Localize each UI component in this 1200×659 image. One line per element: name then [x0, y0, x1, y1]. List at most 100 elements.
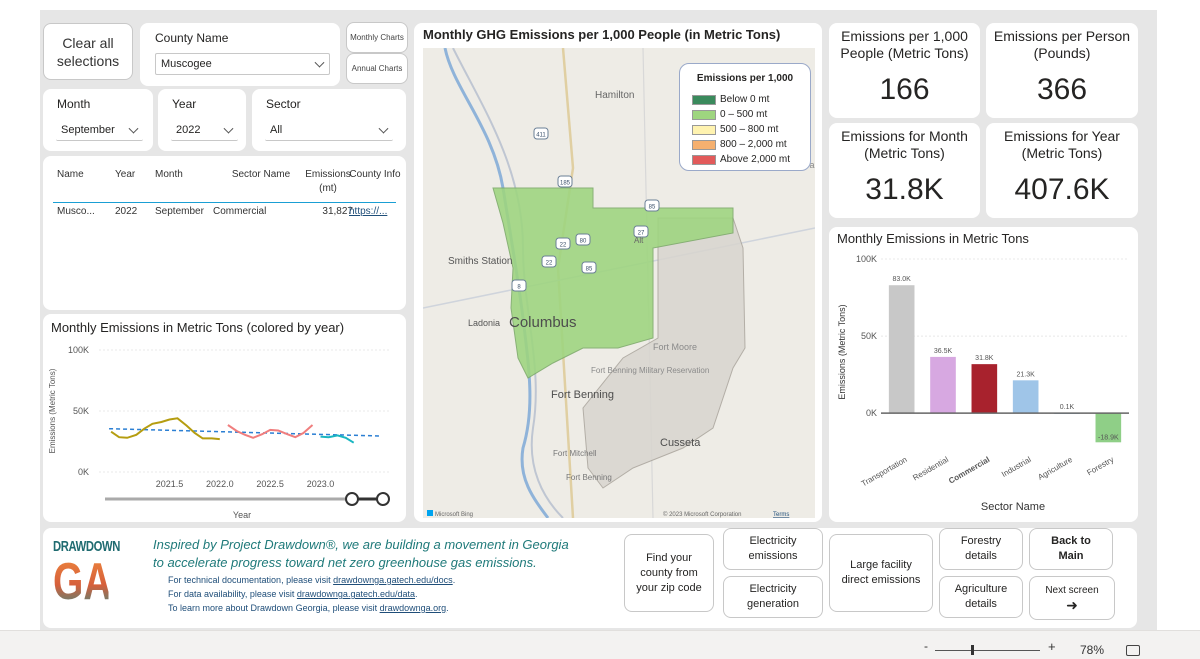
legend-swatch [692, 110, 716, 120]
place-label: Fort Benning Military Reservation [591, 366, 709, 375]
year-slicer: Year 2022 [158, 89, 246, 151]
table-row[interactable]: Musco... 2022 September Commercial 31,827 htt… [43, 206, 406, 222]
electricity-emissions-button[interactable]: Electricity emissions [723, 528, 823, 570]
column-header[interactable]: Year [115, 169, 136, 180]
shield-number: 8 [517, 285, 521, 291]
kpi-per-1000: Emissions per 1,000 People (Metric Tons)… [829, 23, 980, 118]
kpi-per-1000-value: 166 [879, 73, 930, 106]
zoom-slider-thumb[interactable] [971, 645, 974, 655]
zoom-slider[interactable] [935, 645, 1040, 655]
legend-label: 0 – 500 mt [720, 109, 768, 120]
kpi-per-1000-title: Emissions per 1,000 People (Metric Tons) [840, 28, 969, 61]
shield-shape [555, 237, 571, 250]
column-header[interactable]: Name [57, 169, 84, 180]
legend-item: 800 – 2,000 mt [692, 139, 812, 152]
shield-number: 85 [586, 267, 593, 273]
footer-panel: DRAWDOWN GA Inspired by Project Drawdown… [43, 528, 1137, 628]
shield-shape [575, 233, 591, 246]
bar[interactable] [930, 356, 956, 414]
next-screen-button[interactable]: Next screen ➜ [1029, 576, 1115, 620]
range-start-handle[interactable] [345, 492, 359, 506]
bar-data-label: 83.0K [893, 276, 912, 283]
x-tick-label: Forestry [1085, 455, 1115, 477]
county-dropdown[interactable]: Muscogee [155, 53, 330, 75]
shield-shape [533, 127, 549, 140]
back-to-main-button[interactable]: Back to Main [1029, 528, 1113, 570]
column-header[interactable]: Month [155, 169, 183, 180]
legend-label: 500 – 800 mt [720, 124, 779, 135]
sector-dropdown[interactable]: All [265, 119, 393, 141]
column-header[interactable]: Sector Name [231, 169, 291, 180]
large-facility-button[interactable]: Large facility direct emissions [829, 534, 933, 612]
column-header[interactable]: Emissions (mt) [305, 169, 351, 194]
bar-chart-card: Monthly Emissions in Metric Tons 0K 50K 10… [829, 227, 1138, 522]
bar[interactable] [971, 364, 998, 414]
agriculture-details-button[interactable]: Agriculture details [939, 576, 1023, 618]
shield-shape [541, 255, 557, 268]
kpi-per-person-title: Emissions per Person (Pounds) [993, 28, 1131, 61]
legend-swatch [692, 155, 716, 165]
bar-data-label: 31.8K [975, 355, 994, 362]
zoom-out-button[interactable]: - [924, 639, 928, 653]
legend-swatch [692, 125, 716, 135]
kpi-month-title: Emissions for Month (Metric Tons) [841, 128, 968, 161]
place-label: Columbus [509, 314, 577, 331]
chevron-down-icon [378, 123, 389, 134]
fit-page-icon[interactable] [1126, 645, 1140, 656]
month-dropdown[interactable]: September [56, 119, 143, 141]
bar[interactable] [888, 285, 915, 414]
status-bar: - + 78% [0, 630, 1200, 659]
highway-shield: 411 [533, 127, 549, 140]
highway-shield: 185 [557, 175, 573, 188]
zip-lookup-button[interactable]: Find your county from your zip code [624, 534, 714, 612]
forestry-details-button[interactable]: Forestry details [939, 528, 1023, 570]
bar[interactable] [1012, 380, 1039, 414]
data-link[interactable]: drawdownga.gatech.edu/data [296, 589, 415, 599]
legend-title: Emissions per 1,000 [696, 73, 794, 84]
legend-swatch [692, 95, 716, 105]
place-label: Cusseta [660, 437, 701, 449]
shield-shape [581, 261, 597, 274]
series-line [227, 424, 314, 439]
docs-link[interactable]: drawdownga.gatech.edu/docs [333, 575, 453, 585]
bar-data-label: 36.5K [934, 348, 953, 355]
x-axis-title: Sector Name [981, 501, 1045, 513]
year-value: 2022 [176, 123, 201, 136]
bing-label: Microsoft Bing [435, 512, 473, 518]
electricity-generation-button[interactable]: Electricity generation [723, 576, 823, 618]
annual-charts-button[interactable]: Annual Charts [346, 53, 408, 84]
clear-selections-button[interactable]: Clear all selections [43, 23, 133, 80]
chevron-down-icon [314, 57, 325, 68]
month-slicer: Month September [43, 89, 153, 151]
x-tick-label: Commercial [947, 455, 991, 486]
drawdown-ga-logo: DRAWDOWN GA [53, 538, 127, 618]
emissions-map[interactable]: 411 185 85 27 22 80 22 85 8 Hamilton Smiths Stat… [423, 48, 815, 518]
shield-shape [644, 199, 660, 212]
y-tick-label: 0K [78, 467, 89, 477]
kpi-year: Emissions for Year (Metric Tons) 407.6K [986, 123, 1138, 218]
bar[interactable] [1095, 413, 1122, 443]
learn-link[interactable]: drawdownga.org [379, 603, 447, 613]
map-title: Monthly GHG Emissions per 1,000 People (… [423, 27, 781, 42]
map-card: Monthly GHG Emissions per 1,000 People (… [414, 23, 822, 522]
place-label: Hamilton [595, 90, 634, 101]
x-tick-label: 2022.0 [206, 479, 234, 489]
x-tick-label: Transportation [860, 455, 909, 488]
map-terms-link[interactable]: Terms [773, 512, 789, 518]
bar-chart: 0K 50K 100K 83.0K Transportation 36.5K Residen… [837, 254, 1129, 513]
highway-shield: 22 [541, 255, 557, 268]
year-dropdown[interactable]: 2022 [171, 119, 238, 141]
highway-shield: 85 [644, 199, 660, 212]
county-info-link[interactable]: https://... [349, 206, 388, 217]
column-header[interactable]: County Info [349, 169, 401, 180]
legend-label: Below 0 mt [720, 94, 770, 105]
highway-shield: 85 [581, 261, 597, 274]
range-end-handle[interactable] [376, 492, 390, 506]
table-cell: September [155, 206, 204, 217]
series-line [320, 434, 355, 444]
data-line: For data availability, please visit draw… [168, 589, 418, 599]
monthly-charts-button[interactable]: Monthly Charts [346, 22, 408, 53]
report-canvas: Clear all selections County Name Muscoge… [40, 10, 1157, 630]
zoom-in-button[interactable]: + [1048, 639, 1056, 654]
arrow-right-icon: ➜ [1066, 597, 1078, 613]
